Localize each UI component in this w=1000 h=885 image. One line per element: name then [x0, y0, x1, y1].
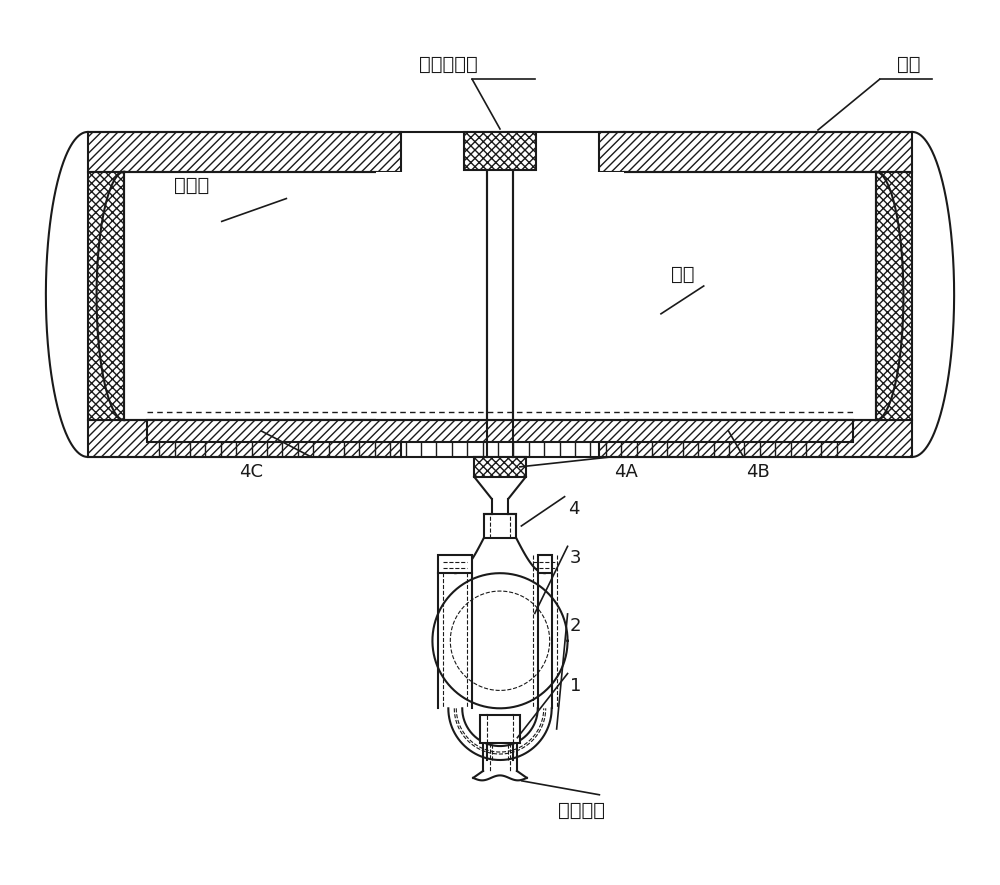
Bar [438, 555, 472, 573]
Text: 2: 2 [570, 617, 581, 635]
Bar [88, 172, 124, 420]
Bar [474, 457, 526, 477]
Bar [376, 172, 624, 420]
Bar [147, 420, 853, 442]
Bar [538, 555, 552, 573]
Bar [88, 420, 401, 457]
Text: 氩气导管: 氩气导管 [558, 801, 605, 820]
Bar [484, 513, 516, 538]
Bar [376, 132, 624, 457]
Text: 1: 1 [570, 676, 581, 695]
Text: 氩气: 氩气 [671, 265, 694, 284]
Bar [876, 172, 912, 420]
Bar [487, 170, 513, 420]
Bar [124, 172, 376, 420]
Text: 3: 3 [570, 550, 581, 567]
Bar [624, 172, 876, 420]
Text: 4A: 4A [614, 463, 638, 481]
Text: 4C: 4C [239, 463, 263, 481]
Bar [480, 715, 520, 743]
Bar [88, 132, 401, 172]
Text: 4: 4 [568, 500, 579, 518]
Text: 管道: 管道 [897, 56, 921, 74]
Bar [599, 132, 912, 172]
Bar [599, 420, 912, 457]
Text: 4B: 4B [746, 463, 770, 481]
Text: 水溦性胶带: 水溦性胶带 [419, 56, 477, 74]
Bar [464, 132, 536, 170]
Text: 水溦纸: 水溦纸 [174, 175, 209, 195]
Polygon shape [455, 538, 545, 573]
